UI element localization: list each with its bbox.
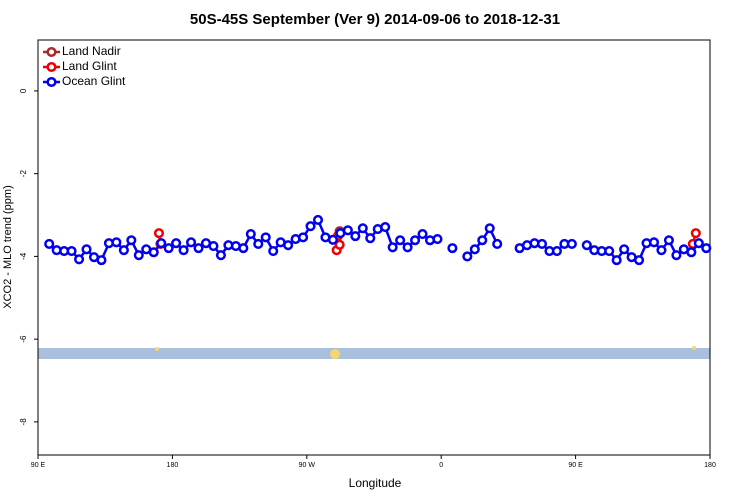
- x-tick-label: 90 E: [31, 462, 46, 469]
- legend-marker: [46, 61, 57, 73]
- series-marker: [268, 245, 279, 257]
- series-marker: [690, 228, 701, 239]
- land-spot: [692, 346, 696, 350]
- surface-band: [38, 348, 710, 359]
- series-marker: [350, 231, 361, 242]
- series-marker: [701, 243, 712, 254]
- y-tick-label: -8: [19, 418, 28, 426]
- series-marker: [312, 214, 324, 226]
- series-marker: [417, 229, 428, 240]
- series-marker: [477, 235, 488, 246]
- x-tick-label: 180: [167, 462, 179, 469]
- series-marker: [656, 245, 667, 256]
- series-marker: [215, 250, 226, 261]
- series-marker: [74, 254, 85, 265]
- series-marker: [245, 229, 256, 240]
- series-marker: [178, 245, 189, 256]
- chart-title: 50S-45S September (Ver 9) 2014-09-06 to …: [190, 11, 560, 28]
- series-marker: [118, 245, 129, 256]
- y-tick-label: 0: [19, 88, 28, 93]
- series-marker: [208, 241, 219, 252]
- land-spot: [330, 349, 340, 359]
- series-marker: [611, 255, 622, 266]
- series-marker: [66, 245, 77, 257]
- y-tick-label: -4: [19, 252, 28, 260]
- legend-label: Land Nadir: [62, 44, 121, 58]
- legend-label: Land Glint: [62, 59, 117, 73]
- series-marker: [186, 237, 197, 248]
- series-marker: [395, 235, 406, 246]
- series-marker: [342, 225, 353, 236]
- y-tick-label: -6: [19, 335, 28, 343]
- series-marker: [260, 232, 271, 243]
- series-marker: [133, 250, 144, 261]
- series-marker: [447, 243, 458, 254]
- series-marker: [693, 238, 704, 249]
- series-marker: [686, 247, 697, 258]
- series-marker: [171, 238, 182, 249]
- series-marker: [148, 247, 159, 258]
- x-tick-label: 180: [704, 462, 716, 469]
- series-marker: [153, 228, 165, 239]
- series-marker: [634, 255, 645, 266]
- x-tick-label: 0: [439, 462, 443, 469]
- x-tick-label: 90 W: [299, 462, 316, 469]
- legend-marker: [46, 76, 57, 88]
- series-marker: [619, 244, 630, 255]
- series-marker: [253, 238, 264, 250]
- series-marker: [671, 250, 682, 261]
- series-marker: [462, 251, 473, 262]
- series-marker: [380, 221, 391, 233]
- series-marker: [96, 255, 107, 266]
- y-tick-label: -2: [19, 170, 28, 178]
- series-marker: [469, 244, 480, 255]
- series-marker: [402, 242, 413, 253]
- series-marker: [298, 232, 309, 243]
- series-marker: [551, 245, 562, 257]
- x-tick-label: 90 E: [568, 462, 583, 469]
- series-marker: [566, 238, 577, 250]
- series-marker: [283, 240, 294, 251]
- series-marker: [81, 244, 92, 255]
- series-marker: [111, 237, 122, 248]
- series-marker: [305, 221, 316, 232]
- land-spot: [155, 347, 159, 351]
- series-marker: [648, 237, 660, 248]
- series-marker: [536, 238, 548, 250]
- series-marker: [365, 233, 376, 244]
- series-marker: [238, 243, 249, 254]
- series-marker: [410, 235, 421, 246]
- series-marker: [327, 234, 338, 245]
- series-marker: [432, 233, 443, 245]
- series-marker: [193, 243, 204, 254]
- series-marker: [126, 235, 137, 246]
- series-marker: [387, 242, 398, 253]
- x-axis-label: Longitude: [349, 476, 402, 490]
- series-marker: [484, 223, 495, 234]
- series-marker: [604, 245, 615, 257]
- series-marker: [492, 238, 503, 250]
- y-axis-label: XCO2 - MLO trend (ppm): [2, 185, 14, 308]
- series-marker: [163, 243, 174, 254]
- series-marker: [663, 235, 674, 246]
- series-marker: [334, 239, 345, 250]
- series-marker: [156, 238, 167, 249]
- legend-marker: [46, 46, 57, 58]
- series-marker: [357, 223, 368, 234]
- series-marker: [44, 238, 55, 250]
- series-marker: [581, 240, 592, 251]
- legend-label: Ocean Glint: [62, 74, 126, 88]
